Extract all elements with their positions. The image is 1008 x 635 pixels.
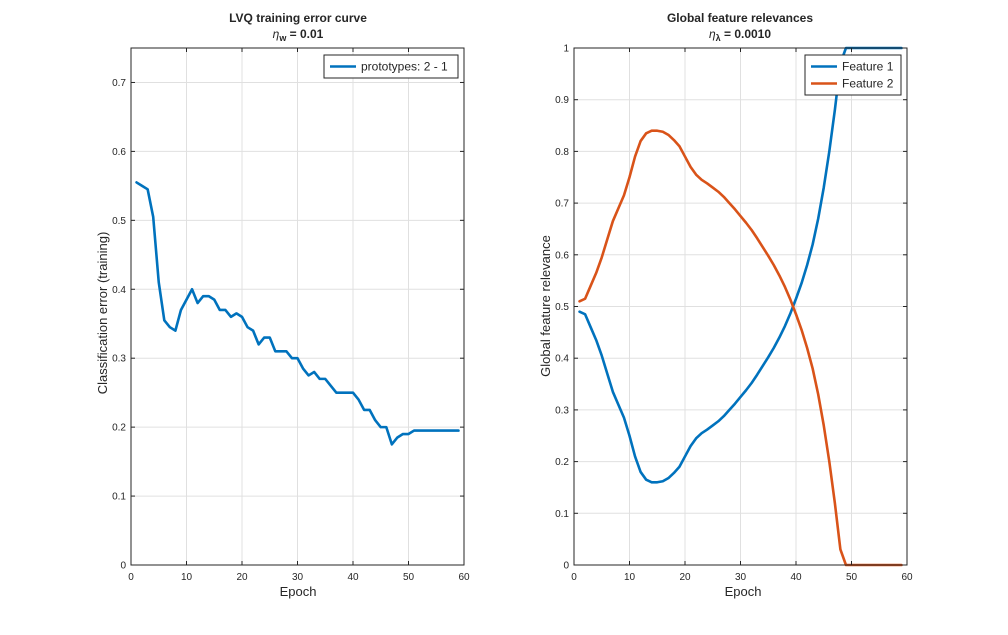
relevance-title: Global feature relevances	[667, 11, 813, 25]
x-tick-label: 20	[236, 572, 248, 583]
x-tick-label: 60	[458, 572, 470, 583]
y-tick-label: 0.6	[112, 147, 126, 158]
x-tick-label: 50	[403, 572, 415, 583]
x-tick-label: 10	[624, 572, 636, 583]
relevance-xlabel: Epoch	[725, 584, 762, 599]
relevance-panel: Global feature relevances ηλ = 0.0010 0 1…	[538, 11, 913, 599]
x-tick-label: 30	[735, 572, 747, 583]
error-curve-subtitle: ηw = 0.01	[273, 27, 324, 43]
error-curve-xlabel: Epoch	[280, 584, 317, 599]
relevance-ylabel: Global feature relevance	[538, 235, 553, 377]
y-tick-label: 0.9	[555, 95, 569, 106]
relevance-legend: Feature 1 Feature 2	[804, 54, 902, 96]
x-tick-label: 20	[679, 572, 691, 583]
eta-symbol: η	[709, 27, 716, 41]
y-tick-label: 0.3	[555, 405, 569, 416]
x-tick-label: 10	[181, 572, 193, 583]
y-tick-label: 0	[120, 561, 126, 572]
error-curve-panel: LVQ training error curve ηw = 0.01 0 10 20…	[95, 11, 470, 599]
legend-label: Feature 2	[842, 77, 894, 91]
x-tick-label: 40	[790, 572, 802, 583]
x-tick-label: 60	[901, 572, 913, 583]
y-tick-label: 0.7	[112, 78, 126, 89]
error-curve-ticks: 0 10 20 30 40 50 60 0 0.1 0.2 0.3 0.4 0.5 0.6 0.7	[112, 48, 470, 583]
y-tick-label: 0.4	[555, 354, 569, 365]
y-tick-label: 0.4	[112, 285, 126, 296]
learning-rate-value: = 0.0010	[721, 27, 772, 41]
y-tick-label: 0.1	[555, 509, 569, 520]
legend-box	[323, 54, 459, 79]
y-tick-label: 0.1	[112, 492, 126, 503]
legend-label: prototypes: 2 - 1	[361, 60, 448, 74]
error-curve-ylabel: Classification error (training)	[95, 232, 110, 395]
learning-rate-value: = 0.01	[286, 27, 323, 41]
x-tick-label: 50	[846, 572, 858, 583]
y-tick-label: 0.2	[555, 457, 569, 468]
error-curve-series	[135, 181, 460, 446]
y-tick-label: 0.6	[555, 250, 569, 261]
eta-subscript: w	[278, 33, 287, 43]
y-tick-label: 0.5	[112, 216, 126, 227]
error-curve-title: LVQ training error curve	[229, 11, 367, 25]
x-tick-label: 0	[128, 572, 134, 583]
legend-box	[804, 54, 902, 96]
relevance-ticks: 0 10 20 30 40 50 60 0 0.1 0.2 0.3 0.4 0.5 0.6 0.7 0.8 0.…	[555, 44, 913, 584]
y-tick-label: 0.7	[555, 199, 569, 210]
y-tick-label: 0	[563, 561, 569, 572]
y-tick-label: 0.2	[112, 423, 126, 434]
y-tick-label: 0.5	[555, 302, 569, 313]
x-tick-label: 40	[347, 572, 359, 583]
relevance-subtitle: ηλ = 0.0010	[709, 27, 771, 43]
y-tick-label: 0.3	[112, 354, 126, 365]
series-line-1	[135, 181, 460, 446]
x-tick-label: 0	[571, 572, 577, 583]
eta-subscript: λ	[716, 33, 721, 43]
x-tick-label: 30	[292, 572, 304, 583]
error-curve-legend: prototypes: 2 - 1	[323, 54, 459, 79]
y-tick-label: 1	[563, 44, 569, 55]
eta-symbol: η	[273, 27, 280, 41]
y-tick-label: 0.8	[555, 147, 569, 158]
legend-label: Feature 1	[842, 60, 894, 74]
